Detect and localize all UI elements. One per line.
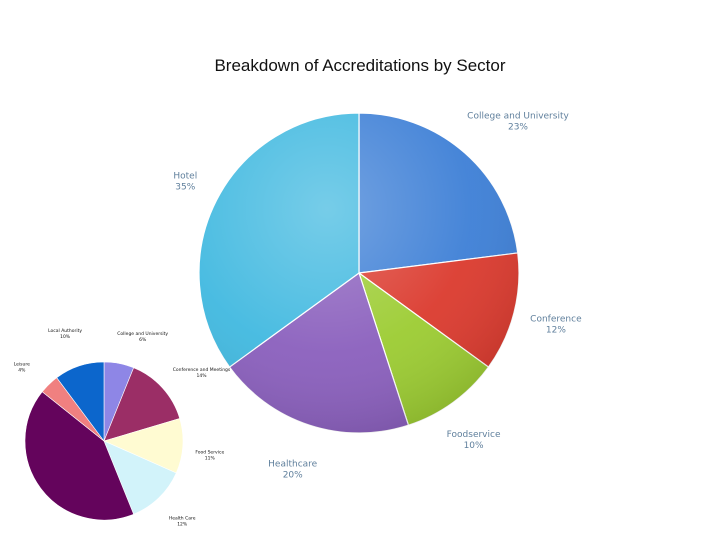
slice-label-conference: Conference 12% xyxy=(530,315,582,336)
inset-pie-chart: College and University 6% Conference and M… xyxy=(14,328,231,527)
slice-label-college-and-university: College and University 6% xyxy=(117,331,168,343)
pie-slice-college-and-university xyxy=(358,112,519,274)
pie-slice-conference-and-meetings xyxy=(103,367,181,442)
slice-label-leisure: Leisure 4% xyxy=(14,362,30,374)
slice-label-hotel: Hotel 35% xyxy=(173,172,197,193)
slice-label-food-service: Food Service 11% xyxy=(195,449,224,461)
main-pie-chart: College and University 23% Conference 12% Fo… xyxy=(173,112,582,481)
pie-slice-health-care xyxy=(103,440,177,515)
slice-label-local-authority: Local Authority 10% xyxy=(48,328,82,340)
slice-label-college-and-university: College and University 23% xyxy=(467,112,569,133)
slice-label-conference-and-meetings: Conference and Meetings 14% xyxy=(173,367,231,379)
slice-label-health-care: Health Care 12% xyxy=(169,515,196,527)
slice-label-healthcare: Healthcare 20% xyxy=(268,460,318,481)
slice-label-foodservice: Foodservice 10% xyxy=(447,430,501,451)
pie-slice-hotel xyxy=(24,391,135,521)
chart-title: Breakdown of Accreditations by Sector xyxy=(214,56,506,75)
pie-slice-local-authority xyxy=(56,361,105,442)
